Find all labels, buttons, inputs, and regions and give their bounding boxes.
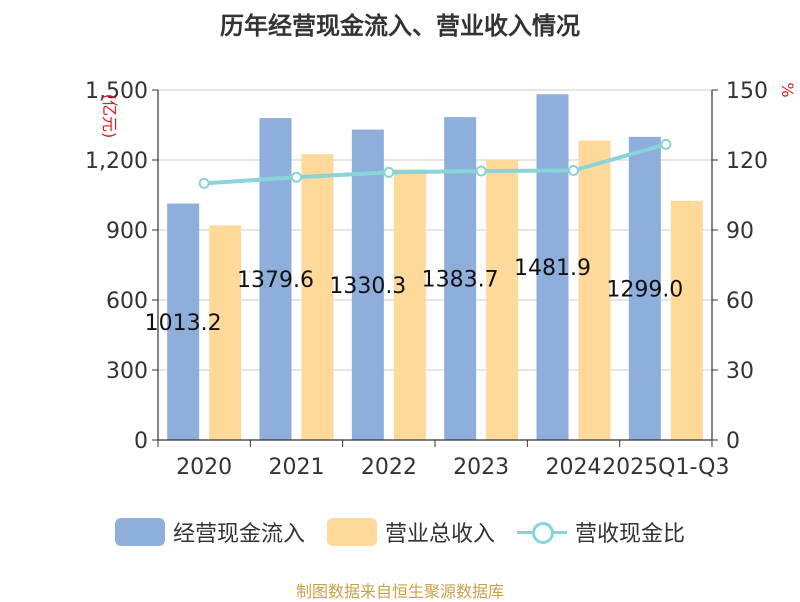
bar-revenue (670, 200, 703, 440)
y-left-tick-label: 600 (106, 289, 148, 314)
data-label: 1383.7 (422, 268, 499, 293)
bar-cash-inflow (536, 94, 569, 441)
chart-title: 历年经营现金流入、营业收入情况 (220, 12, 580, 40)
y-left-tick-label: 0 (134, 429, 148, 454)
legend-swatch-cash-inflow (114, 518, 165, 546)
ratio-point (568, 165, 579, 176)
ratio-point (475, 165, 487, 177)
y-right-tick-label: 0 (726, 429, 740, 454)
y-left-axis-label: (亿元) (100, 94, 119, 139)
ratio-line (204, 142, 667, 186)
legend-swatch-ratio (517, 518, 567, 546)
bar-revenue (209, 225, 242, 440)
data-label: 1330.3 (329, 274, 406, 299)
x-tick-label: 2022 (361, 455, 417, 480)
data-label: 1379.6 (237, 268, 314, 293)
ratio-point (660, 138, 672, 150)
data-label: 1299.0 (606, 277, 683, 302)
y-left-tick-label: 1,500 (85, 79, 148, 104)
bar-cash-inflow (167, 203, 200, 440)
bar-revenue (578, 140, 611, 440)
x-tick-label: 2024 (546, 455, 602, 480)
data-label: 1013.2 (145, 311, 222, 336)
y-right-tick-label: 30 (726, 359, 754, 384)
bar-revenue (486, 160, 519, 440)
bar-cash-inflow (259, 118, 292, 441)
x-tick-label: 2023 (453, 455, 509, 480)
data-label: 1481.9 (514, 256, 591, 281)
y-left-tick-label: 300 (106, 359, 148, 384)
x-tick-label: 2021 (269, 455, 325, 480)
y-left-tick-label: 900 (106, 219, 148, 244)
x-tick-label: 2020 (176, 455, 232, 480)
legend-label-ratio: 营收现金比 (575, 522, 686, 547)
bar-revenue (301, 154, 334, 440)
legend-swatch-revenue (326, 518, 377, 546)
x-tick-label: 2025Q1-Q3 (602, 455, 729, 480)
legend-item-revenue[interactable]: 营业总收入 (326, 516, 495, 548)
legend-label-revenue: 营业总收入 (384, 522, 495, 547)
legend: 经营现金流入 营业总收入 营收现金比 (0, 516, 800, 548)
y-right-axis-label: % (778, 82, 797, 97)
source-note: 制图数据来自恒生聚源数据库 (295, 582, 504, 601)
y-right-tick-label: 120 (726, 149, 768, 174)
legend-label-cash-inflow: 经营现金流入 (172, 522, 305, 547)
y-left-tick-label: 1,200 (85, 149, 148, 174)
legend-item-ratio[interactable]: 营收现金比 (517, 516, 685, 548)
ratio-point (198, 177, 210, 189)
bar-cash-inflow (628, 136, 661, 440)
ratio-point (383, 166, 395, 178)
bar-cash-inflow (351, 129, 384, 440)
y-right-tick-label: 90 (726, 219, 754, 244)
legend-item-cash-inflow[interactable]: 经营现金流入 (114, 516, 305, 548)
bar-revenue (393, 169, 426, 441)
y-right-tick-label: 150 (726, 79, 768, 104)
ratio-point (291, 171, 302, 183)
y-right-tick-label: 60 (726, 289, 754, 314)
